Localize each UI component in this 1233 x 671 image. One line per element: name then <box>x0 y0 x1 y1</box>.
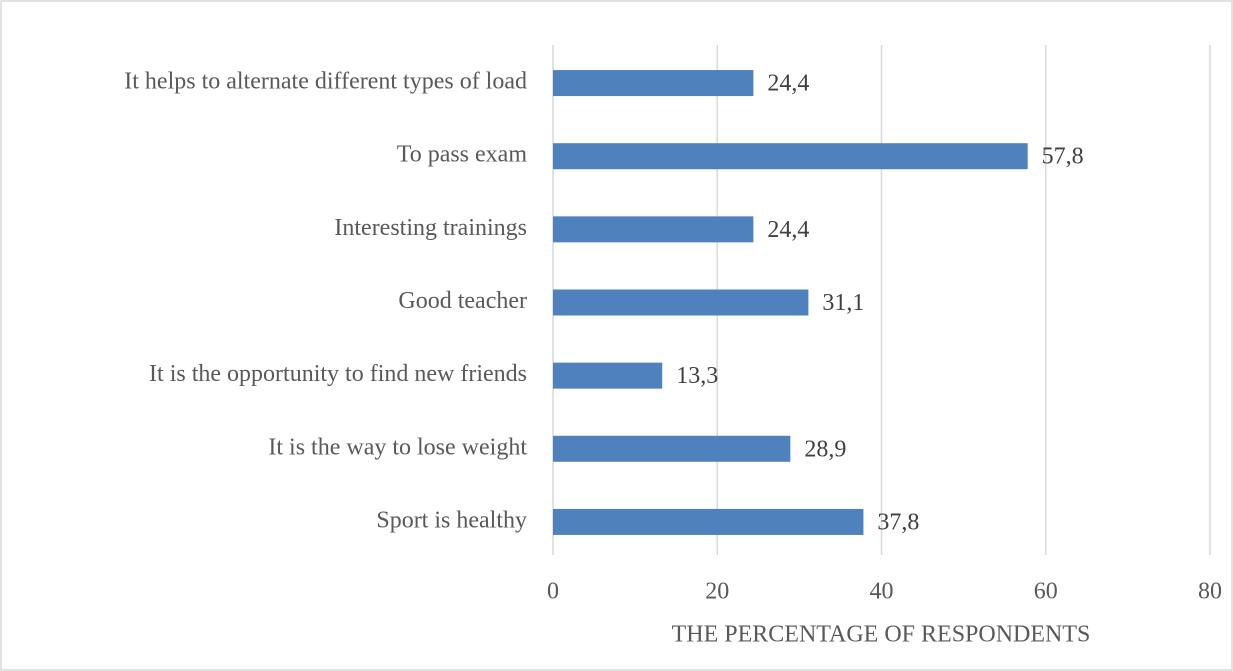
bar <box>553 435 791 462</box>
y-tick-label: Sport is healthy <box>376 507 527 533</box>
bar <box>553 362 663 389</box>
y-tick-label: It is the way to lose weight <box>268 434 527 460</box>
bar <box>553 70 754 97</box>
y-tick-label: Interesting trainings <box>334 215 527 241</box>
bar <box>553 143 1028 170</box>
data-label: 24,4 <box>767 217 809 243</box>
x-tick-label: 60 <box>1034 579 1058 605</box>
bar <box>553 216 754 243</box>
x-tick-label: 0 <box>547 579 559 605</box>
y-tick-label: To pass exam <box>397 142 528 168</box>
data-label: 28,9 <box>804 436 846 462</box>
x-tick-label: 80 <box>1198 579 1222 605</box>
y-tick-label: It is the opportunity to find new friend… <box>149 361 527 387</box>
data-label: 31,1 <box>822 290 864 316</box>
bar <box>553 508 864 535</box>
data-label: 37,8 <box>877 509 919 535</box>
y-tick-label: Good teacher <box>398 288 527 314</box>
data-label: 13,3 <box>676 363 718 389</box>
x-tick-label: 40 <box>870 579 894 605</box>
y-tick-label: It helps to alternate different types of… <box>124 69 527 95</box>
bar <box>553 289 809 316</box>
data-label: 57,8 <box>1042 144 1084 170</box>
x-axis-title: THE PERCENTAGE OF RESPONDENTS <box>672 622 1091 648</box>
data-label: 24,4 <box>767 71 809 97</box>
x-tick-label: 20 <box>705 579 729 605</box>
